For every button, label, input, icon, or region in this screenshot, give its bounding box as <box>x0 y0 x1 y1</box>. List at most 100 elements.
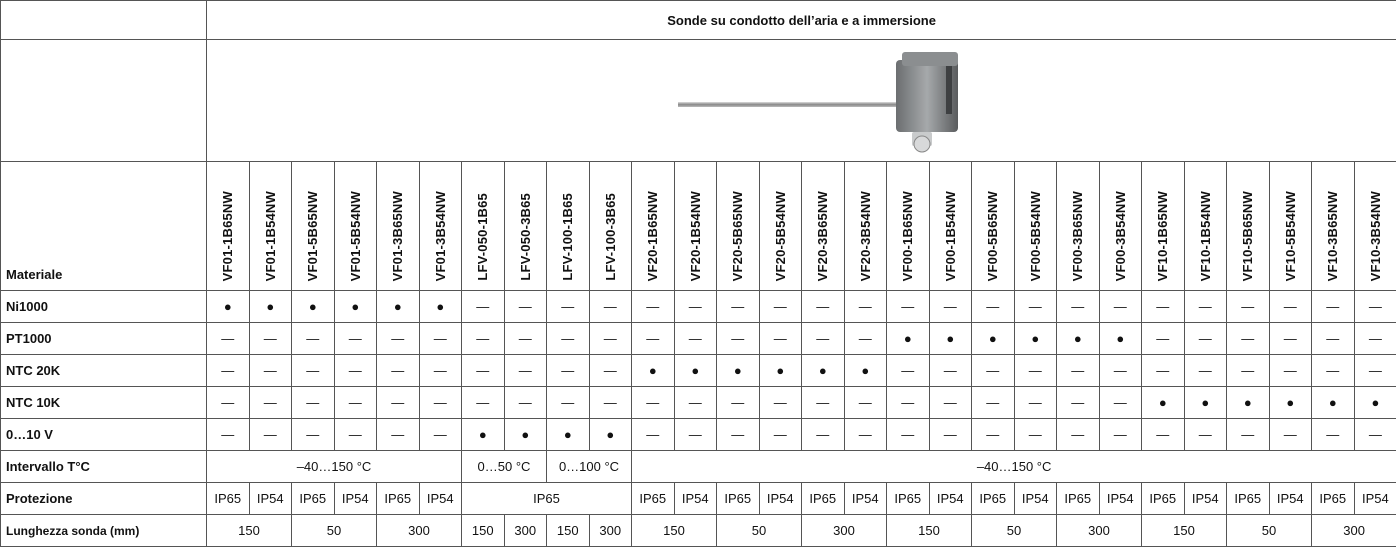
product-code: VF01-3B65NW <box>390 191 405 281</box>
cell: ● <box>632 355 675 387</box>
cell: — <box>1057 355 1100 387</box>
product-code: VF00-5B54NW <box>1028 191 1043 281</box>
cell: 150 <box>1142 515 1227 547</box>
cell: — <box>972 387 1015 419</box>
cell: — <box>887 291 930 323</box>
product-code: VF00-3B65NW <box>1070 191 1085 281</box>
cell: — <box>292 419 335 451</box>
cell: — <box>802 419 845 451</box>
cell: — <box>504 387 547 419</box>
cell: — <box>1014 419 1057 451</box>
cell: — <box>1227 323 1270 355</box>
row-header: Materiale <box>1 162 207 291</box>
code-cell: VF10-5B65NW <box>1227 162 1270 291</box>
cell: ● <box>504 419 547 451</box>
empty-cell <box>1 40 207 162</box>
product-code: VF10-5B65NW <box>1240 191 1255 281</box>
cell: — <box>1269 355 1312 387</box>
product-code: LFV-100-1B65 <box>560 193 575 281</box>
cell: — <box>844 323 887 355</box>
cell: 300 <box>802 515 887 547</box>
cell: ● <box>547 419 590 451</box>
cell: IP65 <box>1312 483 1355 515</box>
cell: IP65 <box>1142 483 1185 515</box>
cell: — <box>462 387 505 419</box>
cell: — <box>1312 291 1355 323</box>
cell: 0…50 °C <box>462 451 547 483</box>
cell: IP65 <box>207 483 250 515</box>
cell: IP65 <box>887 483 930 515</box>
cell: — <box>1014 387 1057 419</box>
cell: ● <box>929 323 972 355</box>
cell: IP54 <box>929 483 972 515</box>
cell: — <box>1184 355 1227 387</box>
row: NTC 10K——————————————————————●●●●●● <box>1 387 1396 419</box>
cell: — <box>1184 291 1227 323</box>
cell: — <box>547 355 590 387</box>
cell: IP54 <box>1014 483 1057 515</box>
product-code: VF00-5B65NW <box>985 191 1000 281</box>
cell: IP65 <box>632 483 675 515</box>
product-code: VF20-1B65NW <box>645 191 660 281</box>
cell: — <box>1142 291 1185 323</box>
product-code: VF10-5B54NW <box>1283 191 1298 281</box>
cell: ● <box>462 419 505 451</box>
cell: — <box>292 323 335 355</box>
cell: — <box>844 291 887 323</box>
cell: IP54 <box>419 483 462 515</box>
cell: — <box>292 355 335 387</box>
cell: 150 <box>547 515 590 547</box>
cell: — <box>207 323 250 355</box>
product-code: VF20-3B65NW <box>815 191 830 281</box>
table-title: Sonde su condotto dell’aria e a immersio… <box>207 1 1396 40</box>
cell: — <box>632 323 675 355</box>
cell: — <box>759 323 802 355</box>
cell: — <box>717 387 760 419</box>
cell: IP54 <box>249 483 292 515</box>
cell: — <box>802 291 845 323</box>
cell: — <box>972 419 1015 451</box>
product-code: VF00-1B54NW <box>943 191 958 281</box>
cell: ● <box>1269 387 1312 419</box>
cell: — <box>674 419 717 451</box>
code-cell: VF10-1B65NW <box>1142 162 1185 291</box>
cell: –40…150 °C <box>207 451 462 483</box>
cell: 150 <box>632 515 717 547</box>
code-cell: VF10-5B54NW <box>1269 162 1312 291</box>
cell: ● <box>589 419 632 451</box>
cell: — <box>504 291 547 323</box>
cell: 50 <box>1227 515 1312 547</box>
cell: IP65 <box>802 483 845 515</box>
cell: — <box>632 419 675 451</box>
cell: IP54 <box>1354 483 1396 515</box>
cell: — <box>1014 355 1057 387</box>
cell: ● <box>419 291 462 323</box>
cell: — <box>632 291 675 323</box>
product-code: VF10-3B65NW <box>1325 191 1340 281</box>
cell: ● <box>207 291 250 323</box>
cell: IP54 <box>674 483 717 515</box>
cell: — <box>929 419 972 451</box>
product-code: VF20-1B54NW <box>688 191 703 281</box>
row-header: Ni1000 <box>1 291 207 323</box>
cell: — <box>759 419 802 451</box>
cell: — <box>207 355 250 387</box>
row-header: PT1000 <box>1 323 207 355</box>
cell: — <box>249 355 292 387</box>
cell: ● <box>249 291 292 323</box>
row-header: Intervallo T°C <box>1 451 207 483</box>
cell: — <box>929 387 972 419</box>
cell: — <box>419 323 462 355</box>
code-cell: VF00-3B54NW <box>1099 162 1142 291</box>
cell: — <box>1354 323 1396 355</box>
cell: IP65 <box>1057 483 1100 515</box>
code-cell: VF20-1B54NW <box>674 162 717 291</box>
cell: — <box>674 387 717 419</box>
row-header: Lunghezza sonda (mm) <box>1 515 207 547</box>
cell: 150 <box>887 515 972 547</box>
cell: — <box>1354 291 1396 323</box>
product-code: VF10-1B65NW <box>1155 191 1170 281</box>
cell: 300 <box>1312 515 1396 547</box>
product-code: VF00-1B65NW <box>900 191 915 281</box>
cell: 300 <box>1057 515 1142 547</box>
